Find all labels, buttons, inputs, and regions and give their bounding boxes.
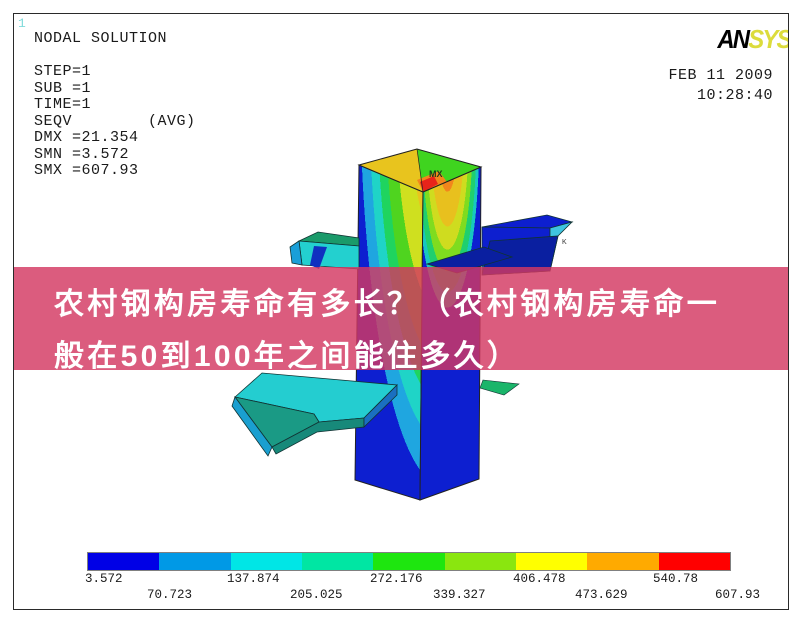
- svg-text:K: K: [562, 239, 567, 246]
- svg-text:MX: MX: [429, 169, 443, 179]
